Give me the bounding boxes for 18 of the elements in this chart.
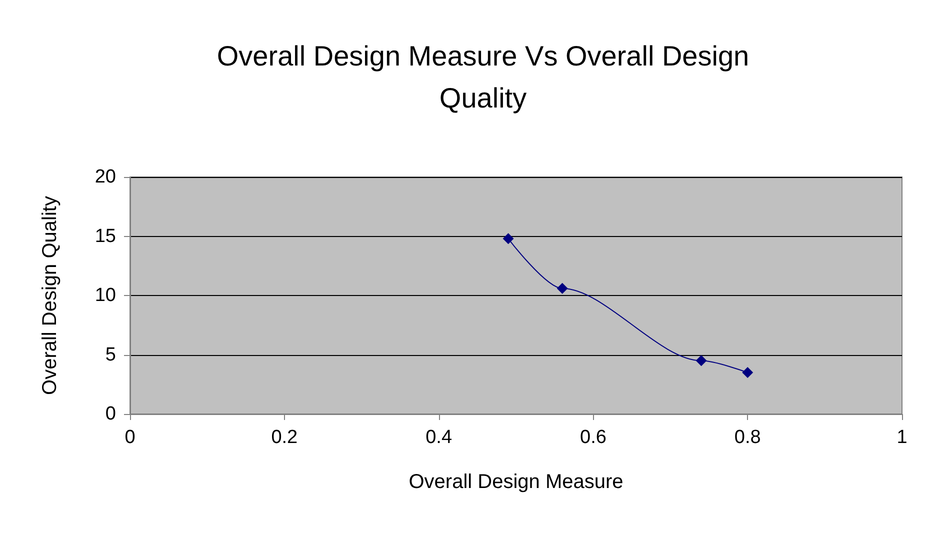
x-tick-label: 0.2 [271,427,298,448]
x-tick-label: 0.8 [734,427,761,448]
x-tick-label: 1 [896,427,908,448]
y-tick-label: 0 [105,404,116,424]
y-tick-label: 10 [94,285,116,306]
y-tick-label: 20 [94,166,116,188]
x-tick-label: 0.6 [580,427,606,448]
x-axis-title: Overall Design Measure [408,471,624,493]
point [502,233,514,244]
x-tick-label: 0 [124,427,136,448]
y-tick-label: 15 [94,226,116,247]
x-tick-label: 0.4 [426,427,452,448]
y-axis-title: Overall Design Quality [39,196,61,395]
chart-title: Overall Design Measure Vs Overall Design Quality [216,40,750,114]
point [556,282,568,294]
point [696,355,707,366]
y-tick-label: 5 [105,344,116,366]
point [742,367,754,378]
